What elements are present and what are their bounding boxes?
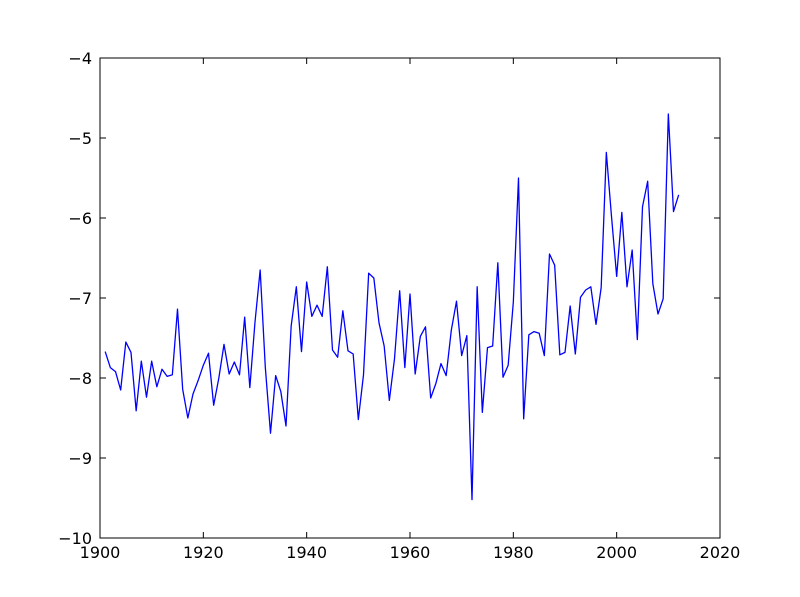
y-tick-label: −5 (68, 129, 92, 148)
y-tick-label: −6 (68, 209, 92, 228)
y-axis: −10 −9 −8 −7 −6 −5 −4 (58, 49, 720, 548)
y-tick-label: −8 (68, 369, 92, 388)
x-tick-label: 1960 (390, 543, 431, 562)
x-tick-label: 2020 (700, 543, 741, 562)
x-tick-label: 1920 (183, 543, 224, 562)
series-layer (104, 113, 680, 501)
y-tick-label: −9 (68, 449, 92, 468)
y-tick-label: −10 (58, 529, 92, 548)
x-axis: 1900 1920 1940 1960 1980 2000 2020 (80, 58, 741, 562)
x-tick-label: 2000 (596, 543, 637, 562)
x-tick-label: 1940 (286, 543, 327, 562)
x-tick-label: 1980 (493, 543, 534, 562)
series-line (104, 113, 680, 501)
y-tick-label: −4 (68, 49, 92, 68)
x-tick-label: 1900 (80, 543, 121, 562)
y-tick-label: −7 (68, 289, 92, 308)
